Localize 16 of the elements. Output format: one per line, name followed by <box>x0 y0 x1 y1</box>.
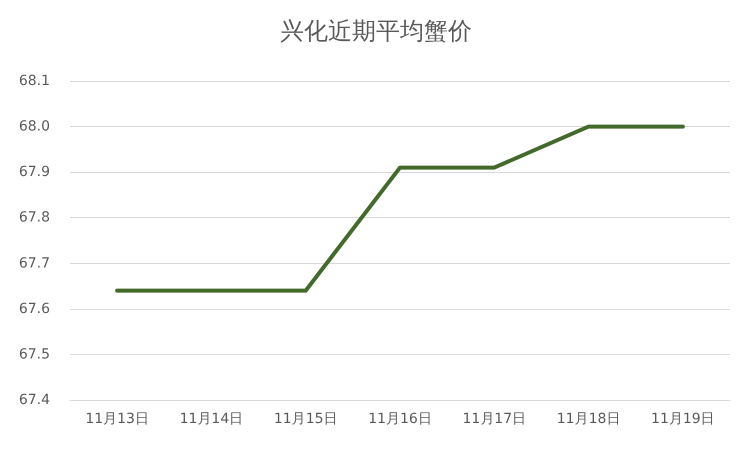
x-tick-label: 11月17日 <box>462 411 526 427</box>
x-tick-label: 11月15日 <box>274 411 338 427</box>
chart-title: 兴化近期平均蟹价 <box>280 17 472 45</box>
y-tick-label: 67.5 <box>18 346 50 362</box>
x-tick-label: 11月16日 <box>368 411 432 427</box>
y-tick-label: 67.7 <box>18 255 50 272</box>
y-tick-label: 67.4 <box>18 392 50 408</box>
y-tick-label: 68.0 <box>18 118 50 135</box>
y-tick-label: 68.1 <box>18 73 50 89</box>
x-tick-label: 11月13日 <box>85 411 149 427</box>
x-tick-label: 11月19日 <box>651 411 715 427</box>
y-tick-label: 67.6 <box>18 300 50 317</box>
y-tick-label: 67.8 <box>18 210 50 226</box>
x-tick-label: 11月18日 <box>556 411 620 427</box>
y-tick-label: 67.9 <box>18 164 50 180</box>
x-tick-label: 11月14日 <box>180 411 244 427</box>
